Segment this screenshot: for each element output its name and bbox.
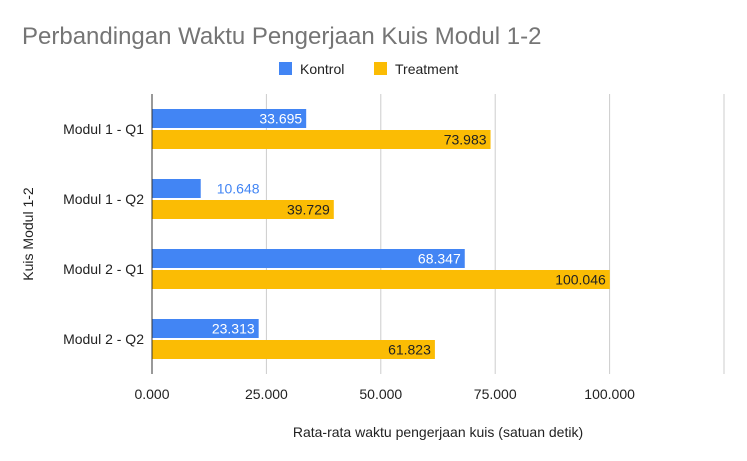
data-label: 61.823 bbox=[388, 342, 431, 358]
legend-label-treatment: Treatment bbox=[395, 61, 458, 77]
data-label: 33.695 bbox=[259, 111, 302, 127]
legend-swatch-kontrol bbox=[279, 62, 292, 75]
x-tick-labels: 0.000 25.000 50.000 75.000 100.000 bbox=[134, 386, 635, 402]
bar-labels: 33.695 73.983 10.648 39.729 68.347 100.046 23.… bbox=[212, 111, 606, 358]
y-tick-labels: Modul 1 - Q1 Modul 1 - Q2 Modul 2 - Q1 Modu… bbox=[63, 121, 144, 347]
bars bbox=[152, 109, 610, 359]
y-tick-label: Modul 1 - Q2 bbox=[63, 191, 144, 207]
x-tick-label: 50.000 bbox=[359, 386, 402, 402]
bar-treatment bbox=[152, 200, 334, 219]
x-tick-label: 75.000 bbox=[474, 386, 517, 402]
data-label: 68.347 bbox=[418, 251, 461, 267]
y-tick-label: Modul 2 - Q2 bbox=[63, 331, 144, 347]
legend-label-kontrol: Kontrol bbox=[300, 61, 344, 77]
bar-treatment bbox=[152, 340, 435, 359]
bar-treatment bbox=[152, 270, 610, 289]
chart-title: Perbandingan Waktu Pengerjaan Kuis Modul… bbox=[22, 23, 541, 50]
y-tick-label: Modul 2 - Q1 bbox=[63, 261, 144, 277]
y-axis-label: Kuis Modul 1-2 bbox=[20, 187, 36, 281]
x-tick-label: 100.000 bbox=[584, 386, 635, 402]
legend: Kontrol Treatment bbox=[279, 61, 458, 77]
data-label: 10.648 bbox=[217, 181, 260, 197]
x-tick-label: 25.000 bbox=[245, 386, 288, 402]
legend-swatch-treatment bbox=[374, 62, 387, 75]
bar-kontrol bbox=[152, 179, 201, 198]
x-tick-label: 0.000 bbox=[134, 386, 169, 402]
bar-kontrol bbox=[152, 109, 307, 128]
data-label: 100.046 bbox=[555, 272, 606, 288]
y-tick-label: Modul 1 - Q1 bbox=[63, 121, 144, 137]
bar-kontrol bbox=[152, 249, 465, 268]
bar-treatment bbox=[152, 130, 491, 149]
x-axis-label: Rata-rata waktu pengerjaan kuis (satuan … bbox=[293, 424, 583, 440]
data-label: 39.729 bbox=[287, 202, 330, 218]
data-label: 23.313 bbox=[212, 321, 255, 337]
data-label: 73.983 bbox=[444, 132, 487, 148]
bar-kontrol bbox=[152, 319, 259, 338]
